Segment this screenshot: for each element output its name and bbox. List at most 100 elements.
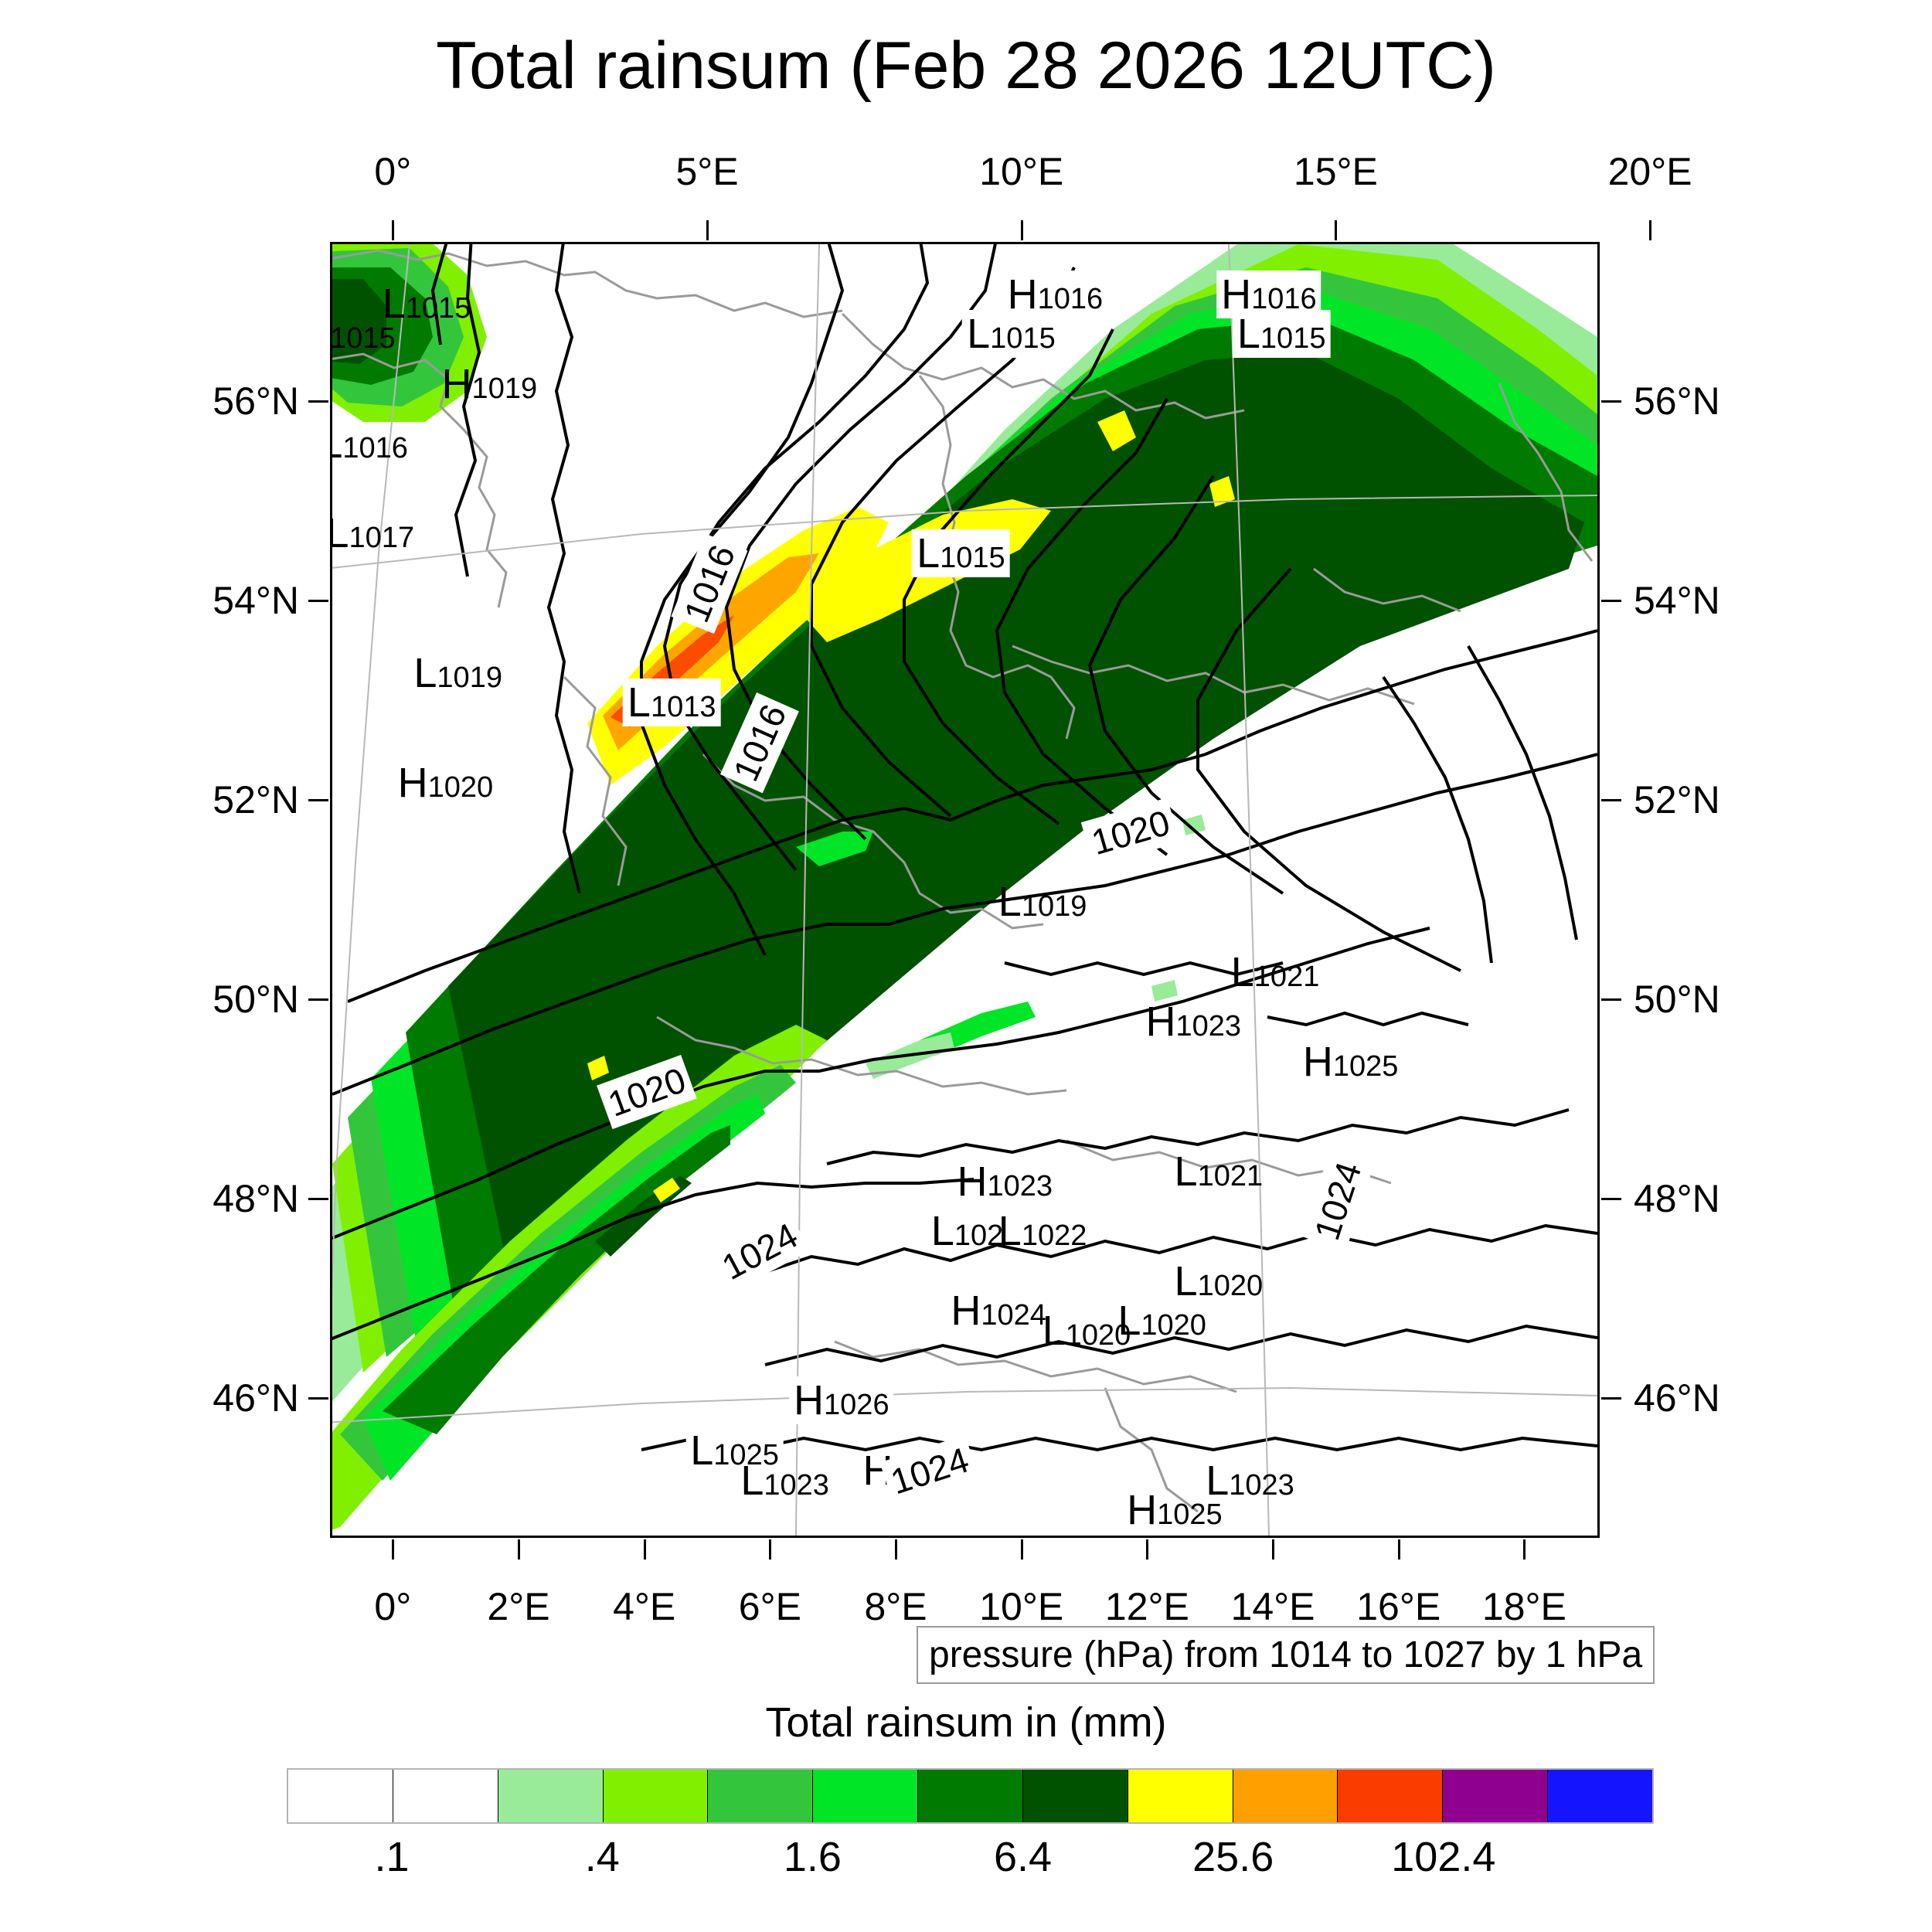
pressure-center-label: L1023 — [1206, 1457, 1294, 1504]
axis-label-bottom-8: 16°E — [1356, 1585, 1441, 1628]
pressure-center-label: L1020 — [1117, 1298, 1206, 1345]
colorbar-cell[interactable] — [1128, 1770, 1233, 1822]
axis-label-left-5: 46°N — [213, 1376, 299, 1420]
axis-label-top-3: 15°E — [1293, 150, 1378, 193]
axis-label-top-2: 10°E — [979, 150, 1064, 193]
colorbar-tick-2: 1.6 — [783, 1834, 842, 1880]
colorbar-cell[interactable] — [498, 1770, 604, 1822]
pressure-center-label: L1015 — [1232, 310, 1331, 359]
colorbar-tick-4: 25.6 — [1192, 1834, 1274, 1880]
colorbar-cell[interactable] — [1443, 1770, 1549, 1822]
pressure-center-label: L1019 — [409, 648, 507, 697]
pressure-center-label: H1016 — [1002, 270, 1108, 318]
axis-label-right-3: 50°N — [1634, 978, 1720, 1022]
axis-tick-top — [392, 220, 395, 240]
axis-label-right-4: 48°N — [1634, 1177, 1720, 1221]
axis-label-bottom-9: 18°E — [1481, 1585, 1566, 1628]
pressure-center-label: H1025 — [1302, 1038, 1399, 1085]
pressure-center-label: H1019 — [441, 360, 538, 407]
axis-label-bottom-6: 12°E — [1104, 1585, 1189, 1628]
colorbar-tick-0: .1 — [374, 1834, 410, 1880]
axis-label-right-0: 56°N — [1634, 379, 1720, 423]
page-title: Total rainsum (Feb 28 2026 12UTC) — [436, 29, 1496, 103]
axis-label-right-1: 54°N — [1634, 579, 1720, 623]
pressure-center-label: H1024 — [951, 1287, 1046, 1335]
graticule — [332, 244, 1597, 1536]
axis-tick-left — [308, 600, 328, 603]
axis-label-left-1: 54°N — [213, 579, 299, 623]
pressure-center-label: L1025 — [685, 1426, 784, 1475]
pressure-center-label: H1025 — [1127, 1487, 1223, 1534]
axis-label-top-0: 0° — [374, 150, 412, 193]
isobars — [332, 244, 1597, 1452]
map-frame: L1015L1015H1019H1016H1016L1015L1015L1016… — [330, 242, 1600, 1538]
axis-tick-bottom — [769, 1539, 772, 1560]
axis-tick-bottom — [895, 1539, 898, 1560]
pressure-center-label: L102 — [930, 1208, 1004, 1255]
axis-tick-bottom — [1146, 1539, 1149, 1560]
axis-tick-left — [308, 1397, 328, 1400]
axis-tick-right — [1601, 400, 1621, 403]
axis-label-right-2: 52°N — [1634, 778, 1720, 822]
axis-label-right-5: 46°N — [1634, 1376, 1720, 1420]
axis-tick-left — [308, 400, 328, 403]
colorbar-cell[interactable] — [288, 1770, 393, 1822]
colorbar-cell[interactable] — [813, 1770, 919, 1822]
pressure-center-label: L1015 — [912, 529, 1010, 577]
axis-tick-bottom — [1272, 1539, 1275, 1560]
axis-label-left-4: 48°N — [213, 1177, 299, 1221]
axis-tick-top — [1335, 220, 1338, 240]
colorbar-cell[interactable] — [603, 1770, 709, 1822]
axis-label-bottom-3: 6°E — [738, 1585, 801, 1628]
colorbar-tick-5: 102.4 — [1391, 1834, 1496, 1880]
axis-label-left-0: 56°N — [213, 379, 299, 423]
axis-tick-right — [1601, 600, 1621, 603]
axis-label-top-1: 5°E — [675, 150, 739, 193]
axis-label-bottom-4: 8°E — [864, 1585, 927, 1628]
colorbar-cell[interactable] — [1233, 1770, 1338, 1822]
pressure-center-label: H1023 — [1145, 998, 1242, 1046]
colorbar-cell[interactable] — [708, 1770, 814, 1822]
axis-tick-left — [308, 1198, 328, 1201]
axis-tick-right — [1601, 1198, 1621, 1201]
pressure-center-label: L1020 — [1174, 1257, 1264, 1304]
pressure-center-label: L1023 — [740, 1457, 829, 1504]
colorbar-cell[interactable] — [1338, 1770, 1444, 1822]
axis-tick-bottom — [392, 1539, 395, 1560]
map-panel[interactable]: L1015L1015H1019H1016H1016L1015L1015L1016… — [330, 242, 1600, 1538]
axis-tick-right — [1601, 799, 1621, 802]
colorbar-title: Total rainsum in (mm) — [765, 1699, 1167, 1746]
colorbar-cell[interactable] — [1022, 1770, 1128, 1822]
colorbar-cell[interactable] — [918, 1770, 1023, 1822]
axis-label-bottom-7: 14°E — [1230, 1585, 1315, 1628]
axis-tick-bottom — [1523, 1539, 1526, 1560]
pressure-center-label: L1015 — [962, 310, 1060, 359]
axis-tick-top — [1020, 220, 1023, 240]
colorbar-cell[interactable] — [393, 1770, 498, 1822]
pressure-center-label: L1016 — [332, 423, 408, 464]
axis-tick-bottom — [1397, 1539, 1400, 1560]
colorbar[interactable] — [287, 1768, 1654, 1824]
colorbar-cell[interactable] — [1548, 1770, 1652, 1822]
pressure-center-label: L1021 — [1174, 1148, 1264, 1195]
pressure-center-label: H1020 — [393, 758, 498, 807]
pressure-center-label: L1017 — [332, 512, 415, 555]
axis-tick-right — [1601, 1397, 1621, 1400]
pressure-center-label: L1015 — [382, 281, 471, 328]
axis-label-bottom-2: 4°E — [613, 1585, 676, 1628]
axis-label-bottom-0: 0° — [374, 1585, 412, 1628]
colorbar-tick-1: .4 — [584, 1834, 620, 1880]
axis-label-left-2: 52°N — [213, 778, 299, 822]
axis-tick-right — [1601, 998, 1621, 1002]
axis-label-left-3: 50°N — [213, 978, 299, 1022]
pressure-center-label: L1020 — [1042, 1308, 1131, 1355]
axis-tick-top — [1649, 220, 1652, 240]
axis-tick-bottom — [518, 1539, 520, 1560]
pressure-center-label: H1023 — [957, 1158, 1053, 1205]
colorbar-tick-3: 6.4 — [993, 1834, 1053, 1880]
axis-tick-bottom — [643, 1539, 646, 1560]
axis-tick-left — [308, 799, 328, 802]
axis-tick-bottom — [1020, 1539, 1023, 1560]
pressure-center-label: L1021 — [1230, 948, 1320, 995]
axis-tick-left — [308, 998, 328, 1002]
